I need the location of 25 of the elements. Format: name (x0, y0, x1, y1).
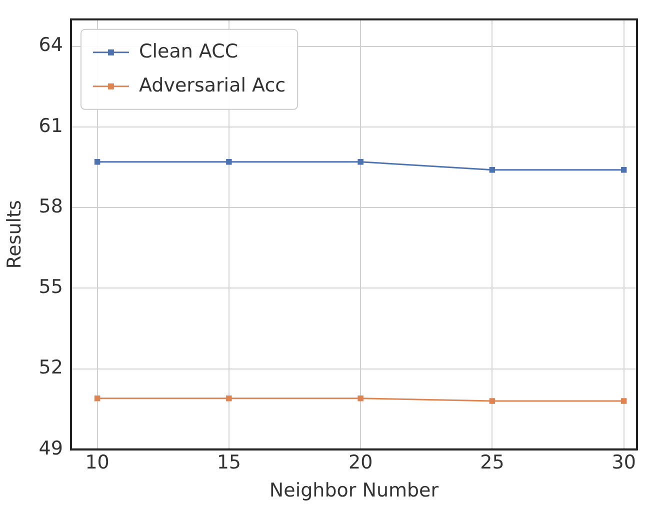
point (94, 395, 100, 402)
x-tick-label: 30 (612, 452, 636, 474)
point (620, 398, 627, 404)
y-tick-label: 52 (38, 356, 63, 379)
point (489, 167, 496, 173)
y-tick-label: 49 (38, 437, 63, 460)
y-tick-label: 61 (38, 114, 63, 137)
point (489, 398, 496, 404)
y-tick-label: 64 (38, 34, 63, 56)
point (358, 158, 364, 165)
point (620, 167, 627, 173)
x-tick-label: 15 (216, 452, 242, 474)
x-axis-title: Neighbor Number (269, 480, 439, 502)
point (358, 395, 364, 402)
legend-label: Adversarial Acc (138, 74, 286, 96)
point (226, 158, 232, 165)
y-tick-label: 58 (38, 195, 63, 218)
y-axis-title: Results (3, 200, 26, 269)
x-tick-label: 10 (85, 452, 110, 474)
x-tick-label: 25 (480, 452, 504, 474)
x-tick-label: 20 (348, 452, 373, 474)
point (94, 158, 100, 165)
legend-label: Clean ACC (138, 40, 238, 62)
point (226, 395, 232, 402)
y-tick-label: 55 (38, 276, 63, 298)
